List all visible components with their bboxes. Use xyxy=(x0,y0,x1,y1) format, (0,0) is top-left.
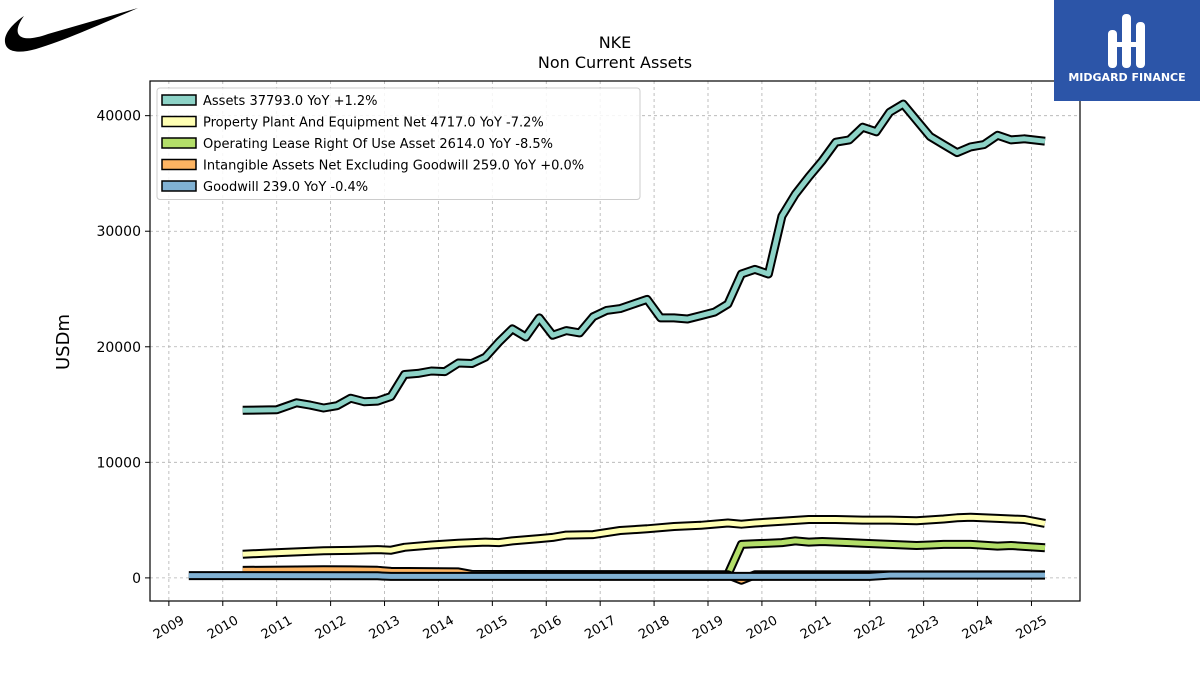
legend-swatch xyxy=(161,115,197,128)
y-tick-label: 0 xyxy=(132,571,141,587)
x-tick-label: 2014 xyxy=(421,613,457,643)
legend-entry: Goodwill 239.0 YoY -0.4% xyxy=(203,180,368,195)
brand-name: MIDGARD FINANCE xyxy=(1068,71,1186,84)
plot-frame xyxy=(149,80,1081,602)
legend-swatch xyxy=(161,137,197,149)
midgard-finance-logo: MIDGARD FINANCE xyxy=(1054,0,1200,101)
y-axis-label: USDm xyxy=(53,314,74,370)
legend-swatch xyxy=(161,180,197,192)
x-tick-label: 2009 xyxy=(151,613,187,643)
y-tick-label: 40000 xyxy=(96,109,141,125)
x-tick-label: 2010 xyxy=(205,613,241,643)
x-tick-label: 2013 xyxy=(367,613,403,643)
x-tick-label: 2017 xyxy=(582,613,618,643)
series-lines xyxy=(188,99,1046,585)
legend-entry: Operating Lease Right Of Use Asset 2614.… xyxy=(203,137,553,152)
y-tick-label: 20000 xyxy=(96,340,141,356)
legend-box xyxy=(156,87,641,200)
x-tick-label: 2012 xyxy=(313,613,349,643)
legend-entry: Property Plant And Equipment Net 4717.0 … xyxy=(203,116,544,131)
x-tick-label: 2020 xyxy=(744,613,780,643)
chart-subtitle: Non Current Assets xyxy=(538,53,692,72)
x-tick-label: 2021 xyxy=(798,613,834,643)
y-tick-label: 30000 xyxy=(96,224,141,240)
legend-swatch xyxy=(161,94,197,106)
x-axis: 2009 2010 2011 2012 2013 2014 2015 2016 2017 2018… xyxy=(151,601,1050,643)
series-line-4 xyxy=(188,572,1045,579)
swoosh-icon xyxy=(4,8,139,52)
chart-title: NKE xyxy=(599,33,632,52)
legend-entry: Assets 37793.0 YoY +1.2% xyxy=(203,94,378,109)
legend-swatch xyxy=(161,158,197,171)
x-tick-label: 2022 xyxy=(852,613,888,643)
x-tick-label: 2023 xyxy=(906,613,942,643)
x-tick-label: 2019 xyxy=(690,613,726,643)
x-tick-label: 2018 xyxy=(636,613,672,643)
x-tick-label: 2011 xyxy=(259,613,295,643)
midgard-emblem-icon xyxy=(1108,14,1145,68)
series-line-2 xyxy=(725,538,1046,576)
y-tick-label: 10000 xyxy=(96,455,141,471)
legend: Assets 37793.0 YoY +1.2% Property Plant A… xyxy=(156,87,641,200)
x-tick-label: 2025 xyxy=(1014,613,1050,643)
series-line-0 xyxy=(242,101,1046,413)
nike-swoosh-logo xyxy=(4,4,140,58)
series-line-1 xyxy=(242,514,1046,557)
x-tick-label: 2024 xyxy=(960,613,996,643)
legend-entry: Intangible Assets Net Excluding Goodwill… xyxy=(203,159,584,174)
x-tick-label: 2015 xyxy=(475,613,511,643)
y-axis: 0 10000 20000 30000 40000 xyxy=(96,109,150,587)
x-tick-label: 2016 xyxy=(528,613,564,643)
